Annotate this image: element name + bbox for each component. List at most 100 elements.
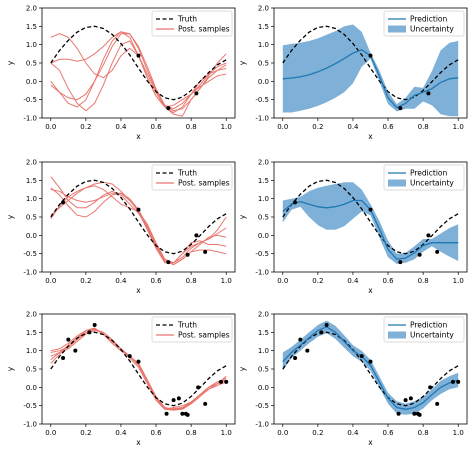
observation-point	[417, 412, 422, 417]
observation-point	[176, 396, 181, 401]
y-tick-label: 0.0	[258, 384, 269, 392]
x-tick-label: 0.6	[150, 277, 162, 285]
y-tick-label: -0.5	[23, 96, 37, 104]
y-tick-label: -1.0	[23, 269, 37, 277]
y-tick-label: 1.0	[258, 195, 269, 203]
observation-point	[305, 348, 310, 353]
x-tick-label: 0.2	[80, 277, 91, 285]
y-tick-label: 2.0	[258, 5, 269, 13]
x-axis-label: x	[136, 438, 141, 447]
y-tick-label: 1.0	[26, 41, 37, 49]
observation-point	[180, 411, 185, 416]
observation-point	[166, 106, 171, 111]
observation-point	[368, 207, 373, 212]
observation-point	[171, 398, 176, 403]
x-tick-label: 0.6	[382, 123, 394, 131]
legend-label: Prediction	[410, 169, 448, 178]
x-tick-label: 0.2	[80, 123, 91, 131]
legend-label: Prediction	[410, 15, 448, 24]
observation-point	[218, 379, 223, 384]
y-tick-label: 0.5	[258, 366, 269, 374]
y-tick-label: 2.0	[258, 159, 269, 167]
x-axis-label: x	[136, 132, 141, 141]
uncertainty-band	[282, 182, 459, 264]
legend-patch	[388, 25, 406, 33]
observation-point	[293, 356, 298, 360]
x-tick-label: 1.0	[453, 123, 464, 131]
observation-point	[164, 411, 169, 416]
observation-point	[73, 348, 78, 353]
observation-point	[61, 356, 66, 360]
prediction-line	[282, 326, 459, 410]
observation-point	[66, 337, 71, 342]
y-tick-label: 1.0	[258, 347, 269, 355]
y-tick-label: 0.0	[258, 78, 269, 86]
observation-point	[435, 401, 440, 406]
x-tick-label: 0.4	[347, 123, 359, 131]
chart-panel-3: 0.0 0.2 0.4 0.6 0.8 1.0 -1.0 -0.5 0.0 0.5 1.0 1.5 2.…	[6, 159, 236, 295]
legend-label: Truth	[177, 169, 197, 178]
y-tick-label: 1.0	[26, 195, 37, 203]
x-tick-label: 0.0	[277, 429, 288, 437]
legend-label: Post. samples	[178, 331, 230, 340]
x-tick-label: 0.8	[186, 123, 197, 131]
x-tick-label: 0.8	[186, 277, 197, 285]
plot-area	[50, 323, 229, 417]
chart-panel-2: 0.0 0.2 0.4 0.6 0.8 1.0 -1.0 -0.5 0.0 0.5 1.0 1.5 2.…	[238, 5, 468, 141]
legend-box	[151, 10, 233, 37]
observation-point	[428, 385, 433, 390]
x-tick-label: 0.2	[80, 429, 91, 437]
y-tick-label: 1.5	[26, 23, 37, 31]
posterior-sample-3	[50, 185, 227, 266]
observation-point	[435, 249, 440, 254]
y-axis-label: y	[238, 60, 247, 65]
y-tick-label: 2.0	[26, 311, 37, 319]
x-tick-label: 0.6	[150, 123, 162, 131]
observation-point	[224, 379, 229, 384]
x-tick-label: 0.4	[115, 429, 127, 437]
y-tick-label: 0.5	[26, 214, 37, 222]
legend-label: Uncertainty	[410, 25, 454, 34]
observation-point	[92, 323, 97, 327]
observation-point	[324, 323, 329, 327]
x-tick-label: 0.2	[312, 277, 323, 285]
y-tick-label: 0.0	[26, 78, 37, 86]
observation-point	[87, 330, 92, 335]
observation-point	[398, 260, 403, 265]
posterior-sample-2	[50, 189, 227, 264]
y-axis-label: y	[238, 214, 247, 219]
chart-panel-4: 0.0 0.2 0.4 0.6 0.8 1.0 -1.0 -0.5 0.0 0.5 1.0 1.5 2.…	[238, 159, 468, 295]
observation-point	[319, 330, 324, 335]
posterior-sample-2	[50, 328, 227, 410]
observation-point	[368, 359, 373, 364]
legend-patch	[388, 331, 406, 339]
y-tick-label: -0.5	[255, 402, 269, 410]
observation-point	[293, 200, 298, 205]
y-tick-label: 1.5	[258, 329, 269, 337]
x-tick-label: 1.0	[221, 277, 232, 285]
legend-label: Uncertainty	[410, 331, 454, 340]
observation-point	[136, 207, 141, 212]
y-axis-label: y	[6, 60, 15, 65]
x-tick-label: 0.4	[347, 429, 359, 437]
y-tick-label: -0.5	[23, 402, 37, 410]
observation-point	[61, 200, 66, 205]
posterior-sample-5	[50, 187, 227, 266]
posterior-sample-2	[50, 40, 227, 112]
y-tick-label: -0.5	[255, 96, 269, 104]
observation-point	[185, 252, 190, 257]
x-tick-label: 0.0	[277, 277, 288, 285]
chart-panel-6: 0.0 0.2 0.4 0.6 0.8 1.0 -1.0 -0.5 0.0 0.5 1.0 1.5 2.…	[238, 311, 468, 447]
legend-label: Post. samples	[178, 179, 230, 188]
y-tick-label: 1.5	[26, 177, 37, 185]
observation-point	[426, 233, 431, 238]
x-tick-label: 1.0	[221, 429, 232, 437]
uncertainty-band	[282, 320, 459, 415]
y-axis-label: y	[6, 214, 15, 219]
observation-point	[136, 53, 141, 58]
observation-point	[194, 233, 199, 238]
observation-point	[426, 91, 431, 96]
